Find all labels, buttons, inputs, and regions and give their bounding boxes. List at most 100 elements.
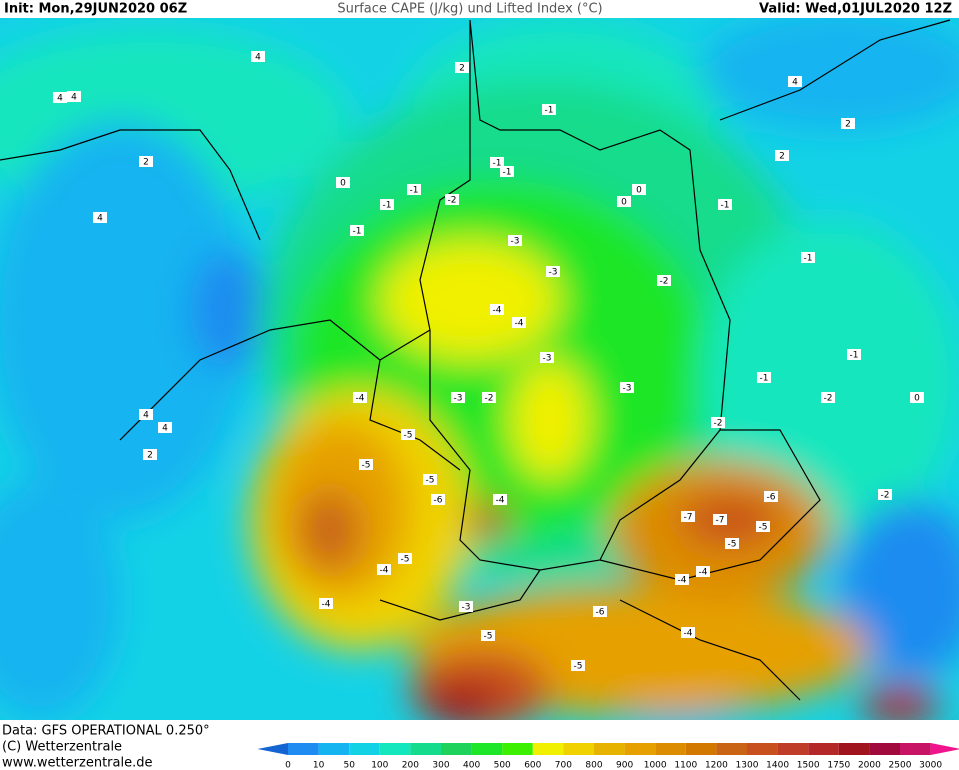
lifted-index-label: -5 — [574, 662, 583, 672]
label-box — [542, 104, 556, 115]
map-title: Surface CAPE (J/kg) und Lifted Index (°C… — [337, 2, 602, 17]
label-box — [756, 521, 770, 532]
label-box — [681, 511, 695, 522]
label-box — [757, 372, 771, 383]
colorbar-arrow — [930, 743, 959, 755]
colorbar-swatch — [288, 743, 319, 755]
lifted-index-label: 4 — [255, 53, 261, 63]
lifted-index-label: 4 — [97, 214, 103, 224]
lifted-index-label: -5 — [484, 632, 493, 642]
lifted-index-label: 0 — [340, 179, 346, 189]
label-box — [490, 304, 504, 315]
colorbar-label: 1000 — [644, 761, 667, 770]
colorbar-swatch — [808, 743, 839, 755]
colorbar-label: 100 — [371, 761, 388, 770]
label-box — [657, 275, 671, 286]
colorbar-label: 500 — [494, 761, 511, 770]
lifted-index-label: -2 — [881, 491, 890, 501]
colorbar-swatch — [685, 743, 717, 755]
colorbar-swatch — [563, 743, 594, 755]
label-box — [632, 184, 646, 195]
lifted-index-label: -1 — [545, 106, 554, 116]
lifted-index-label: -3 — [462, 603, 471, 613]
lifted-index-label: 0 — [636, 186, 642, 196]
colorbar-label: 1400 — [766, 761, 789, 770]
label-box — [775, 150, 789, 161]
colorbar-label: 50 — [343, 761, 355, 770]
label-box — [481, 630, 495, 641]
colorbar-swatch — [869, 743, 900, 755]
lifted-index-label: -1 — [493, 159, 502, 169]
colorbar: 0 10 50 100 200 300 400 500 600 700 800 900 1000 1100… — [257, 743, 959, 770]
lifted-index-label: 2 — [147, 451, 153, 461]
label-box — [788, 76, 802, 87]
lifted-index-labels: 44424420-1-1-1-1-2-1-100-1-3-3-4-4-3-2-3… — [53, 51, 924, 672]
lifted-index-label: 4 — [143, 411, 149, 421]
lifted-index-label: -6 — [767, 493, 776, 503]
data-source: Data: GFS OPERATIONAL 0.250° — [2, 724, 210, 739]
lifted-index-label: -3 — [454, 394, 463, 404]
colorbar-arrow — [257, 743, 288, 755]
lifted-index-label: -5 — [426, 476, 435, 486]
label-box — [571, 660, 585, 671]
label-box — [139, 409, 153, 420]
colorbar-swatch — [318, 743, 350, 755]
colorbar-swatch — [838, 743, 870, 755]
init-time: Init: Mon,29JUN2020 06Z — [4, 2, 187, 17]
label-box — [455, 62, 469, 73]
lifted-index-label: -4 — [496, 496, 505, 506]
label-box — [801, 252, 815, 263]
label-box — [423, 474, 437, 485]
label-box — [617, 196, 631, 207]
label-box — [696, 566, 710, 577]
colorbar-label: 900 — [616, 761, 633, 770]
lifted-index-label: -3 — [511, 237, 520, 247]
label-box — [512, 317, 526, 328]
label-box — [143, 449, 157, 460]
copyright: (C) Wetterzentrale — [2, 740, 122, 755]
label-box — [139, 156, 153, 167]
colorbar-label: 10 — [313, 761, 325, 770]
label-box — [401, 429, 415, 440]
lifted-index-label: -1 — [721, 201, 730, 211]
lifted-index-label: -3 — [549, 268, 558, 278]
colorbar-swatch — [900, 743, 931, 755]
colorbar-swatch — [594, 743, 625, 755]
lifted-index-label: 2 — [779, 152, 785, 162]
label-box — [675, 574, 689, 585]
lifted-index-label: 0 — [914, 394, 920, 404]
lifted-index-label: -1 — [353, 227, 362, 237]
label-box — [841, 118, 855, 129]
label-box — [53, 92, 67, 103]
label-box — [546, 266, 560, 277]
label-box — [459, 601, 473, 612]
colorbar-label: 1200 — [705, 761, 728, 770]
label-box — [93, 212, 107, 223]
header-bg — [0, 0, 959, 18]
label-box — [910, 392, 924, 403]
colorbar-swatch — [441, 743, 472, 755]
label-box — [681, 627, 695, 638]
label-box — [380, 199, 394, 210]
lifted-index-label: -4 — [678, 576, 687, 586]
colorbar-label: 600 — [524, 761, 541, 770]
label-box — [725, 538, 739, 549]
lifted-index-label: -6 — [434, 496, 443, 506]
lifted-index-label: -4 — [356, 394, 365, 404]
lifted-index-label: 2 — [143, 158, 149, 168]
label-box — [336, 177, 350, 188]
colorbar-label: 400 — [463, 761, 480, 770]
label-box — [482, 392, 496, 403]
lifted-index-label: -5 — [759, 523, 768, 533]
lifted-index-label: 4 — [162, 424, 168, 434]
lifted-index-label: 4 — [792, 78, 798, 88]
label-box — [445, 194, 459, 205]
label-box — [493, 494, 507, 505]
label-box — [593, 606, 607, 617]
lifted-index-label: -4 — [322, 600, 331, 610]
label-box — [490, 157, 504, 168]
label-box — [431, 494, 445, 505]
colorbar-label: 2500 — [889, 761, 912, 770]
lifted-index-label: 4 — [71, 93, 77, 103]
colorbar-swatch — [471, 743, 503, 755]
